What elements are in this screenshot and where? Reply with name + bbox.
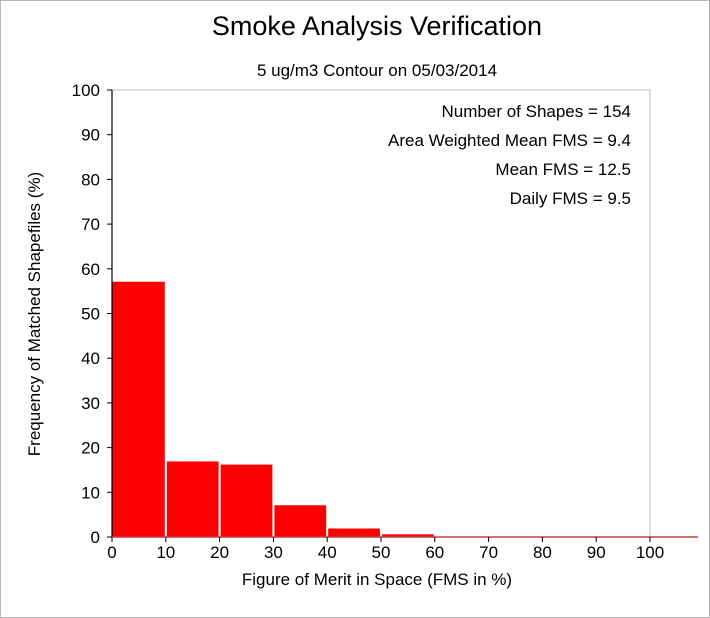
y-tick-label: 100 [72, 81, 100, 100]
x-tick-label: 0 [107, 543, 116, 562]
histogram-bar [274, 505, 327, 537]
y-tick-label: 70 [81, 215, 100, 234]
y-tick-labels: 0 10 20 30 40 50 60 70 80 90 100 [72, 81, 112, 547]
chart-title: Smoke Analysis Verification [212, 11, 542, 41]
x-tick-labels: 0 10 20 30 40 50 60 70 80 90 100 [107, 537, 664, 562]
x-tick-label: 70 [479, 543, 498, 562]
y-tick-label: 90 [81, 126, 100, 145]
x-tick-label: 40 [318, 543, 337, 562]
y-tick-label: 50 [81, 305, 100, 324]
chart-subtitle: 5 ug/m3 Contour on 05/03/2014 [257, 61, 497, 80]
y-tick-label: 40 [81, 349, 100, 368]
stat-number-of-shapes: Number of Shapes = 154 [442, 102, 631, 121]
x-axis-label: Figure of Merit in Space (FMS in %) [242, 570, 512, 589]
bars-group [112, 281, 434, 537]
x-tick-label: 90 [587, 543, 606, 562]
y-tick-label: 80 [81, 170, 100, 189]
y-tick-label: 10 [81, 483, 100, 502]
x-tick-label: 50 [372, 543, 391, 562]
histogram-bar [382, 534, 434, 537]
stat-area-weighted-mean-fms: Area Weighted Mean FMS = 9.4 [388, 131, 631, 150]
y-tick-label: 30 [81, 394, 100, 413]
histogram-bar [166, 461, 219, 537]
x-tick-label: 30 [264, 543, 283, 562]
x-tick-label: 10 [156, 543, 175, 562]
histogram-bar [220, 464, 273, 537]
y-axis-label: Frequency of Matched Shapefiles (%) [25, 172, 44, 456]
histogram-bar [328, 528, 380, 537]
y-tick-label: 60 [81, 260, 100, 279]
statistics-annotations: Number of Shapes = 154 Area Weighted Mea… [388, 102, 631, 208]
x-tick-label: 80 [533, 543, 552, 562]
y-tick-label: 20 [81, 439, 100, 458]
x-tick-label: 60 [425, 543, 444, 562]
y-tick-label: 0 [91, 528, 100, 547]
histogram-bar [112, 281, 165, 537]
stat-daily-fms: Daily FMS = 9.5 [510, 189, 631, 208]
stat-mean-fms: Mean FMS = 12.5 [495, 160, 631, 179]
x-tick-label: 100 [636, 543, 664, 562]
x-tick-label: 20 [210, 543, 229, 562]
